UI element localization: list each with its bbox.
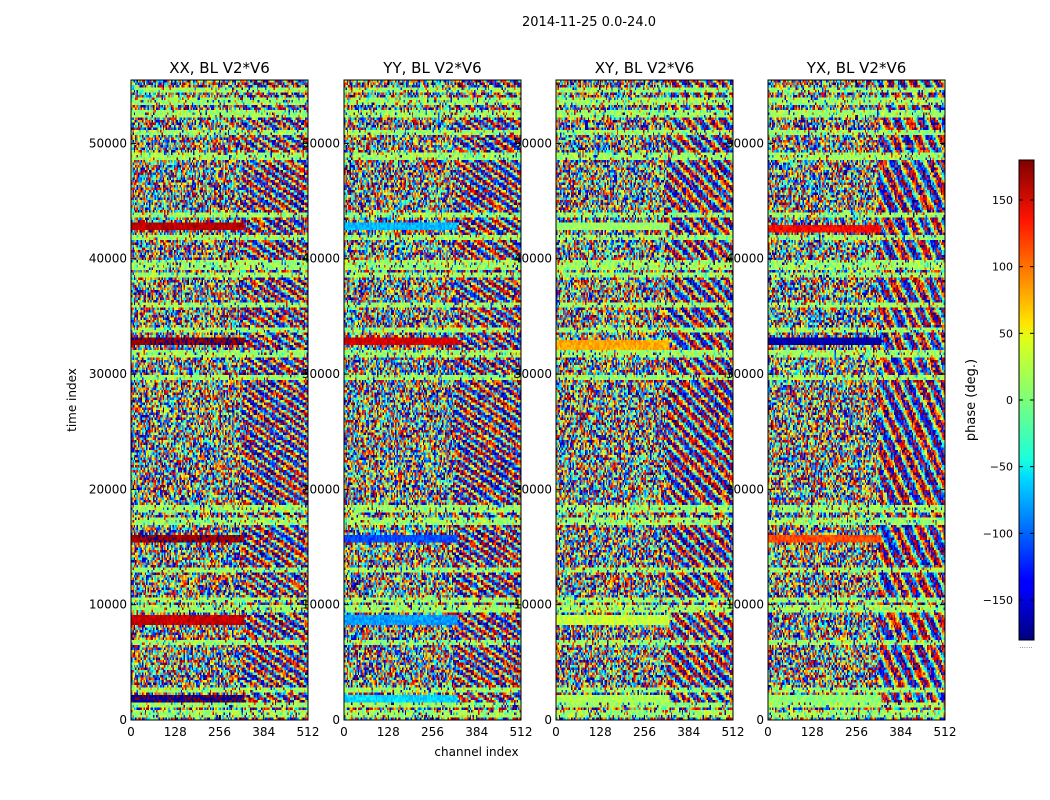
colorbar-tick-label: 100 [992,261,1013,274]
y-tick-label: 20000 [514,482,552,496]
y-tick-label: 20000 [302,482,340,496]
x-tick-label: 384 [889,725,912,739]
y-tick-label: 20000 [89,482,127,496]
x-tick-label: 384 [252,725,275,739]
panel-1: XX, BL V2*V6 0 128 256 384 512 0 10000 20000 3000… [65,59,319,739]
x-tick-label: 384 [465,725,488,739]
y-tick-label: 0 [119,713,127,727]
panel-4-title: YX, BL V2*V6 [806,59,907,77]
y-tick-label: 50000 [514,136,552,150]
x-tick-label: 512 [934,725,957,739]
panel-1-heatmap [131,80,308,720]
x-tick-label: 0 [552,725,560,739]
panel-2-title: YY, BL V2*V6 [382,59,481,77]
colorbar: −150 −100 −50 0 50 100 150 phase (deg.) ...... [964,159,1035,650]
y-tick-label: 40000 [514,252,552,266]
panel-2: YY, BL V2*V6 0 128 256 384 512 0 10000 20000 3000… [302,59,533,759]
colorbar-footer: ...... [1019,642,1032,650]
y-tick-label: 0 [332,713,340,727]
colorbar-tick-label: −50 [990,461,1013,474]
panels-group: XX, BL V2*V6 0 128 256 384 512 0 10000 20000 3000… [65,59,956,759]
y-tick-label: 10000 [89,598,127,612]
colorbar-tick-label: −100 [983,527,1013,540]
panel-2-heatmap [344,80,521,720]
x-tick-label: 256 [633,725,656,739]
y-tick-label: 50000 [726,136,764,150]
figure-title: 2014-11-25 0.0-24.0 [522,15,656,30]
panel-3-heatmap [556,80,733,720]
y-tick-label: 50000 [89,136,127,150]
x-tick-label: 384 [677,725,700,739]
x-tick-label: 128 [377,725,400,739]
y-tick-label: 30000 [302,367,340,381]
y-tick-label: 0 [544,713,552,727]
y-tick-label: 10000 [302,598,340,612]
colorbar-tick-label: −150 [983,594,1013,607]
panel-4-heatmap [768,80,945,720]
panel-1-title: XX, BL V2*V6 [169,59,270,77]
colorbar-ticks: −150 −100 −50 0 50 100 150 [983,194,1034,607]
y-tick-label: 10000 [514,598,552,612]
y-tick-label: 40000 [89,252,127,266]
x-tick-label: 512 [297,725,320,739]
y-tick-label: 40000 [726,252,764,266]
x-tick-label: 128 [801,725,824,739]
y-tick-label: 40000 [302,252,340,266]
x-tick-label: 0 [340,725,348,739]
x-tick-label: 256 [208,725,231,739]
x-tick-label: 128 [164,725,187,739]
x-tick-label: 0 [764,725,772,739]
panel-4: YX, BL V2*V6 0 128 256 384 512 0 10000 20000 3000… [726,59,957,739]
panel-3: XY, BL V2*V6 0 128 256 384 512 0 10000 20000 3000… [514,59,745,739]
y-tick-label: 30000 [514,367,552,381]
y-axis-label: time index [65,368,79,432]
x-tick-label: 256 [845,725,868,739]
colorbar-tick-label: 0 [1006,394,1013,407]
colorbar-tick-label: 50 [999,327,1013,340]
colorbar-tick-label: 150 [992,194,1013,207]
x-tick-label: 512 [510,725,533,739]
x-tick-label: 0 [127,725,135,739]
x-tick-label: 128 [589,725,612,739]
y-tick-label: 20000 [726,482,764,496]
x-tick-label: 512 [722,725,745,739]
y-tick-label: 50000 [302,136,340,150]
y-tick-label: 30000 [89,367,127,381]
y-tick-label: 10000 [726,598,764,612]
x-axis-label: channel index [434,745,518,759]
x-tick-label: 256 [421,725,444,739]
panel-3-title: XY, BL V2*V6 [595,59,695,77]
colorbar-label: phase (deg.) [964,359,979,441]
y-tick-label: 0 [756,713,764,727]
y-tick-label: 30000 [726,367,764,381]
